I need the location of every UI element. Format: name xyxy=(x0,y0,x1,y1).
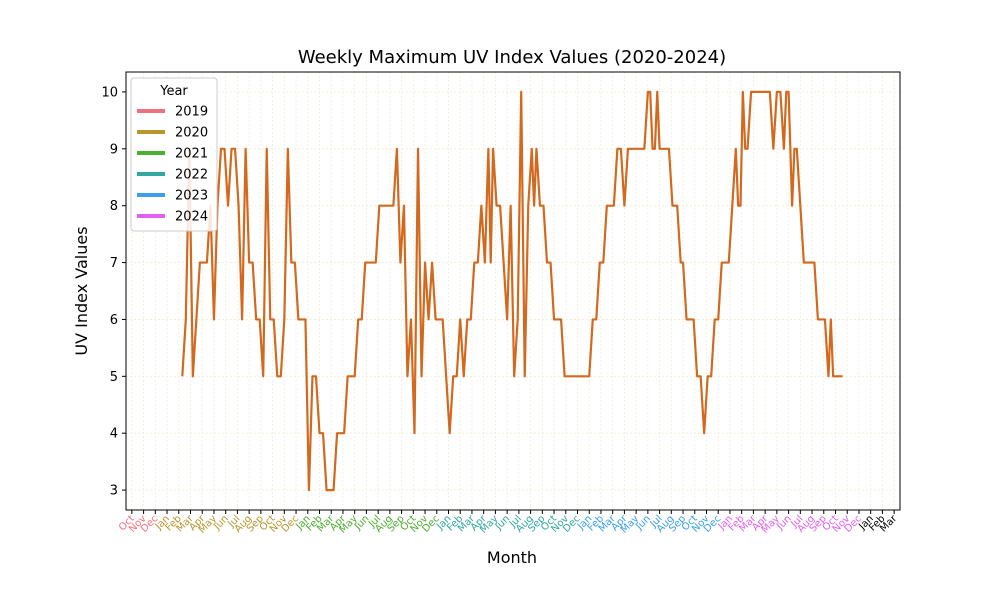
y-tick-label: 7 xyxy=(110,256,118,271)
legend-box xyxy=(130,77,218,232)
x-axis-label: Month xyxy=(487,548,537,567)
grid-layer xyxy=(126,72,900,510)
y-tick-label: 10 xyxy=(101,85,118,100)
plot-frame xyxy=(125,71,901,511)
y-tick-label: 3 xyxy=(110,484,118,499)
legend-label: 2022 xyxy=(175,168,208,183)
series-layer xyxy=(181,90,843,492)
legend-label: 2024 xyxy=(175,210,208,225)
axes-layer xyxy=(122,71,901,514)
legend-label: 2023 xyxy=(175,189,208,204)
x-tick-labels: OctNovDecJanFebMarAprMayJunJulAugSepOctN… xyxy=(117,513,900,536)
legend: Year 2019 2020 2021 2022 2023 2024 xyxy=(130,77,218,232)
y-tick-label: 8 xyxy=(110,199,118,214)
y-tick-label: 5 xyxy=(110,370,118,385)
legend-title: Year xyxy=(159,84,188,99)
y-tick-label: 4 xyxy=(110,427,118,442)
y-tick-label: 9 xyxy=(110,142,118,157)
y-tick-labels: 3 4 5 6 7 8 9 10 xyxy=(101,85,118,498)
y-axis-label: UV Index Values xyxy=(72,226,91,355)
y-tick-label: 6 xyxy=(110,313,118,328)
legend-label: 2020 xyxy=(175,126,208,141)
legend-label: 2021 xyxy=(175,147,208,162)
series-line xyxy=(181,90,843,492)
legend-label: 2019 xyxy=(175,105,208,120)
chart-title: Weekly Maximum UV Index Values (2020-202… xyxy=(298,47,726,68)
